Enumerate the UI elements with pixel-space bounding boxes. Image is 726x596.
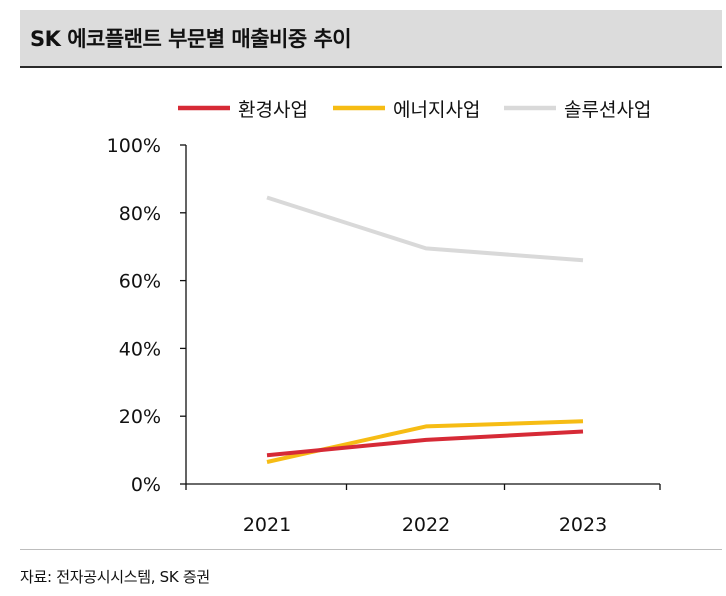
y-tick-label: 100% <box>107 135 161 157</box>
legend-label: 에너지사업 <box>393 99 480 121</box>
series-line-1 <box>266 429 584 458</box>
legend-label: 환경사업 <box>238 99 308 121</box>
series-line-3 <box>266 195 584 263</box>
x-tick-label: 2023 <box>559 514 607 536</box>
x-tick-label: 2022 <box>402 514 450 536</box>
source-note: 자료: 전자공시시스템, SK 증권 <box>20 568 210 586</box>
legend-label: 솔루션사업 <box>564 99 651 121</box>
y-tick-label: 20% <box>119 406 161 428</box>
y-tick-label: 60% <box>119 271 161 293</box>
chart-series <box>266 195 584 464</box>
chart-axes: 0% 20% 40% 60% 80% 100% 2021 2022 2023 <box>107 135 661 536</box>
y-tick-label: 0% <box>131 474 161 496</box>
chart-header: SK 에코플랜트 부문별 매출비중 추이 <box>20 10 722 68</box>
y-tick-label: 40% <box>119 338 161 360</box>
x-tick-label: 2021 <box>243 514 291 536</box>
y-tick-label: 80% <box>119 203 161 225</box>
source-divider <box>20 549 722 550</box>
chart-title: SK 에코플랜트 부문별 매출비중 추이 <box>30 27 352 51</box>
chart-legend: 환경사업 에너지사업 솔루션사업 <box>178 99 651 121</box>
